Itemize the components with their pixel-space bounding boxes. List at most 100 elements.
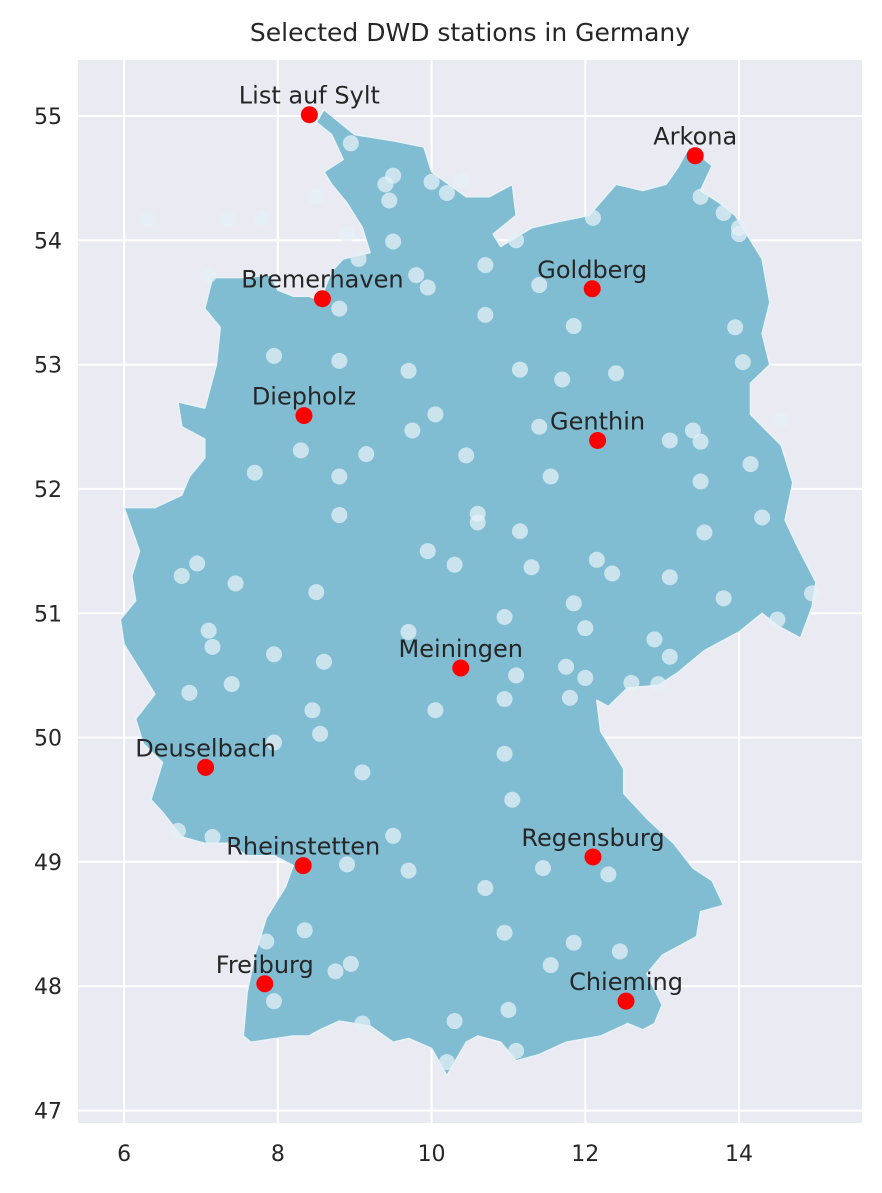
- station-point: [308, 188, 325, 205]
- station-point: [561, 689, 578, 706]
- station-point: [427, 406, 444, 423]
- selected-stations-layer: [197, 106, 704, 1010]
- station-point: [304, 702, 321, 719]
- station-point: [258, 933, 275, 950]
- station-point: [623, 674, 640, 691]
- station-point: [565, 934, 582, 951]
- station-point: [588, 551, 605, 568]
- selected-station-point: [294, 857, 312, 875]
- station-label: Bremerhaven: [241, 266, 403, 294]
- station-point: [169, 822, 186, 839]
- x-tick-label: 10: [418, 1142, 446, 1167]
- station-point: [477, 306, 494, 323]
- station-point: [535, 860, 552, 877]
- station-point: [661, 432, 678, 449]
- station-point: [692, 433, 709, 450]
- station-point: [377, 176, 394, 193]
- station-label: Arkona: [653, 123, 737, 151]
- station-point: [446, 1013, 463, 1030]
- station-label: Genthin: [550, 407, 645, 435]
- station-point: [661, 648, 678, 665]
- y-tick-label: 51: [34, 602, 62, 627]
- station-label: Chieming: [569, 968, 683, 996]
- station-point: [496, 745, 513, 762]
- chart-title: Selected DWD stations in Germany: [250, 18, 690, 47]
- station-point: [692, 473, 709, 490]
- station-point: [219, 211, 236, 228]
- station-point: [204, 829, 221, 846]
- station-point: [804, 585, 821, 602]
- station-point: [469, 514, 486, 531]
- station-point: [577, 620, 594, 637]
- y-tick-label: 55: [34, 105, 62, 130]
- selected-station-point: [300, 106, 318, 124]
- station-point: [604, 565, 621, 582]
- station-point: [200, 622, 217, 639]
- station-point: [312, 725, 329, 742]
- selected-station-point: [197, 758, 215, 776]
- station-point: [266, 347, 282, 364]
- selected-station-point: [584, 848, 602, 866]
- station-point: [331, 352, 348, 369]
- station-point: [266, 646, 282, 663]
- station-point: [342, 135, 359, 152]
- station-point: [327, 963, 344, 980]
- station-point: [496, 608, 513, 625]
- station-point: [408, 267, 425, 284]
- station-point: [769, 611, 786, 628]
- station-label: Rheinstetten: [226, 833, 380, 861]
- station-point: [139, 211, 156, 228]
- station-label: List auf Sylt: [239, 82, 380, 110]
- selected-station-point: [452, 659, 470, 677]
- station-point: [650, 676, 667, 693]
- station-point: [296, 922, 313, 939]
- y-tick-label: 47: [34, 1100, 62, 1125]
- station-point: [496, 924, 513, 941]
- station-point: [189, 555, 206, 572]
- station-point: [531, 418, 548, 435]
- x-tick-label: 14: [725, 1142, 753, 1167]
- station-point: [342, 955, 359, 972]
- station-point: [773, 412, 790, 429]
- x-tick-label: 12: [571, 1142, 599, 1167]
- station-point: [715, 590, 732, 607]
- station-point: [419, 279, 436, 296]
- station-point: [458, 447, 475, 464]
- station-point: [331, 468, 348, 485]
- station-point: [331, 300, 348, 317]
- station-point: [354, 1015, 371, 1032]
- station-point: [427, 702, 444, 719]
- station-point: [254, 209, 271, 226]
- station-point: [385, 233, 402, 250]
- x-tick-label: 6: [117, 1142, 131, 1167]
- station-point: [400, 362, 417, 379]
- x-tick-label: 8: [271, 1142, 285, 1167]
- station-point: [554, 371, 571, 388]
- station-label: Regensburg: [521, 824, 664, 852]
- selected-station-point: [583, 280, 601, 298]
- station-point: [438, 185, 455, 202]
- station-point: [350, 250, 367, 267]
- station-point: [358, 446, 375, 463]
- station-point: [600, 866, 617, 883]
- station-point: [661, 569, 678, 586]
- station-point: [496, 691, 513, 708]
- station-point: [565, 318, 582, 335]
- station-point: [419, 543, 436, 560]
- y-tick-label: 49: [34, 851, 62, 876]
- station-point: [715, 204, 732, 221]
- y-tick-label: 54: [34, 229, 62, 254]
- station-label: Deuselbach: [135, 734, 276, 762]
- station-label: Meiningen: [399, 635, 523, 663]
- station-point: [385, 827, 402, 844]
- station-point: [454, 172, 471, 189]
- station-point: [542, 957, 559, 974]
- station-point: [523, 559, 540, 576]
- station-point: [227, 575, 244, 592]
- station-point: [204, 638, 221, 655]
- all-stations-layer: [139, 135, 821, 1071]
- y-tick-label: 48: [34, 975, 62, 1000]
- x-axis-ticks: 6 8 10 12 14: [117, 1142, 753, 1167]
- station-point: [381, 192, 398, 209]
- station-labels-layer: List auf Sylt Arkona Bremerhaven Goldberg Di…: [135, 82, 737, 996]
